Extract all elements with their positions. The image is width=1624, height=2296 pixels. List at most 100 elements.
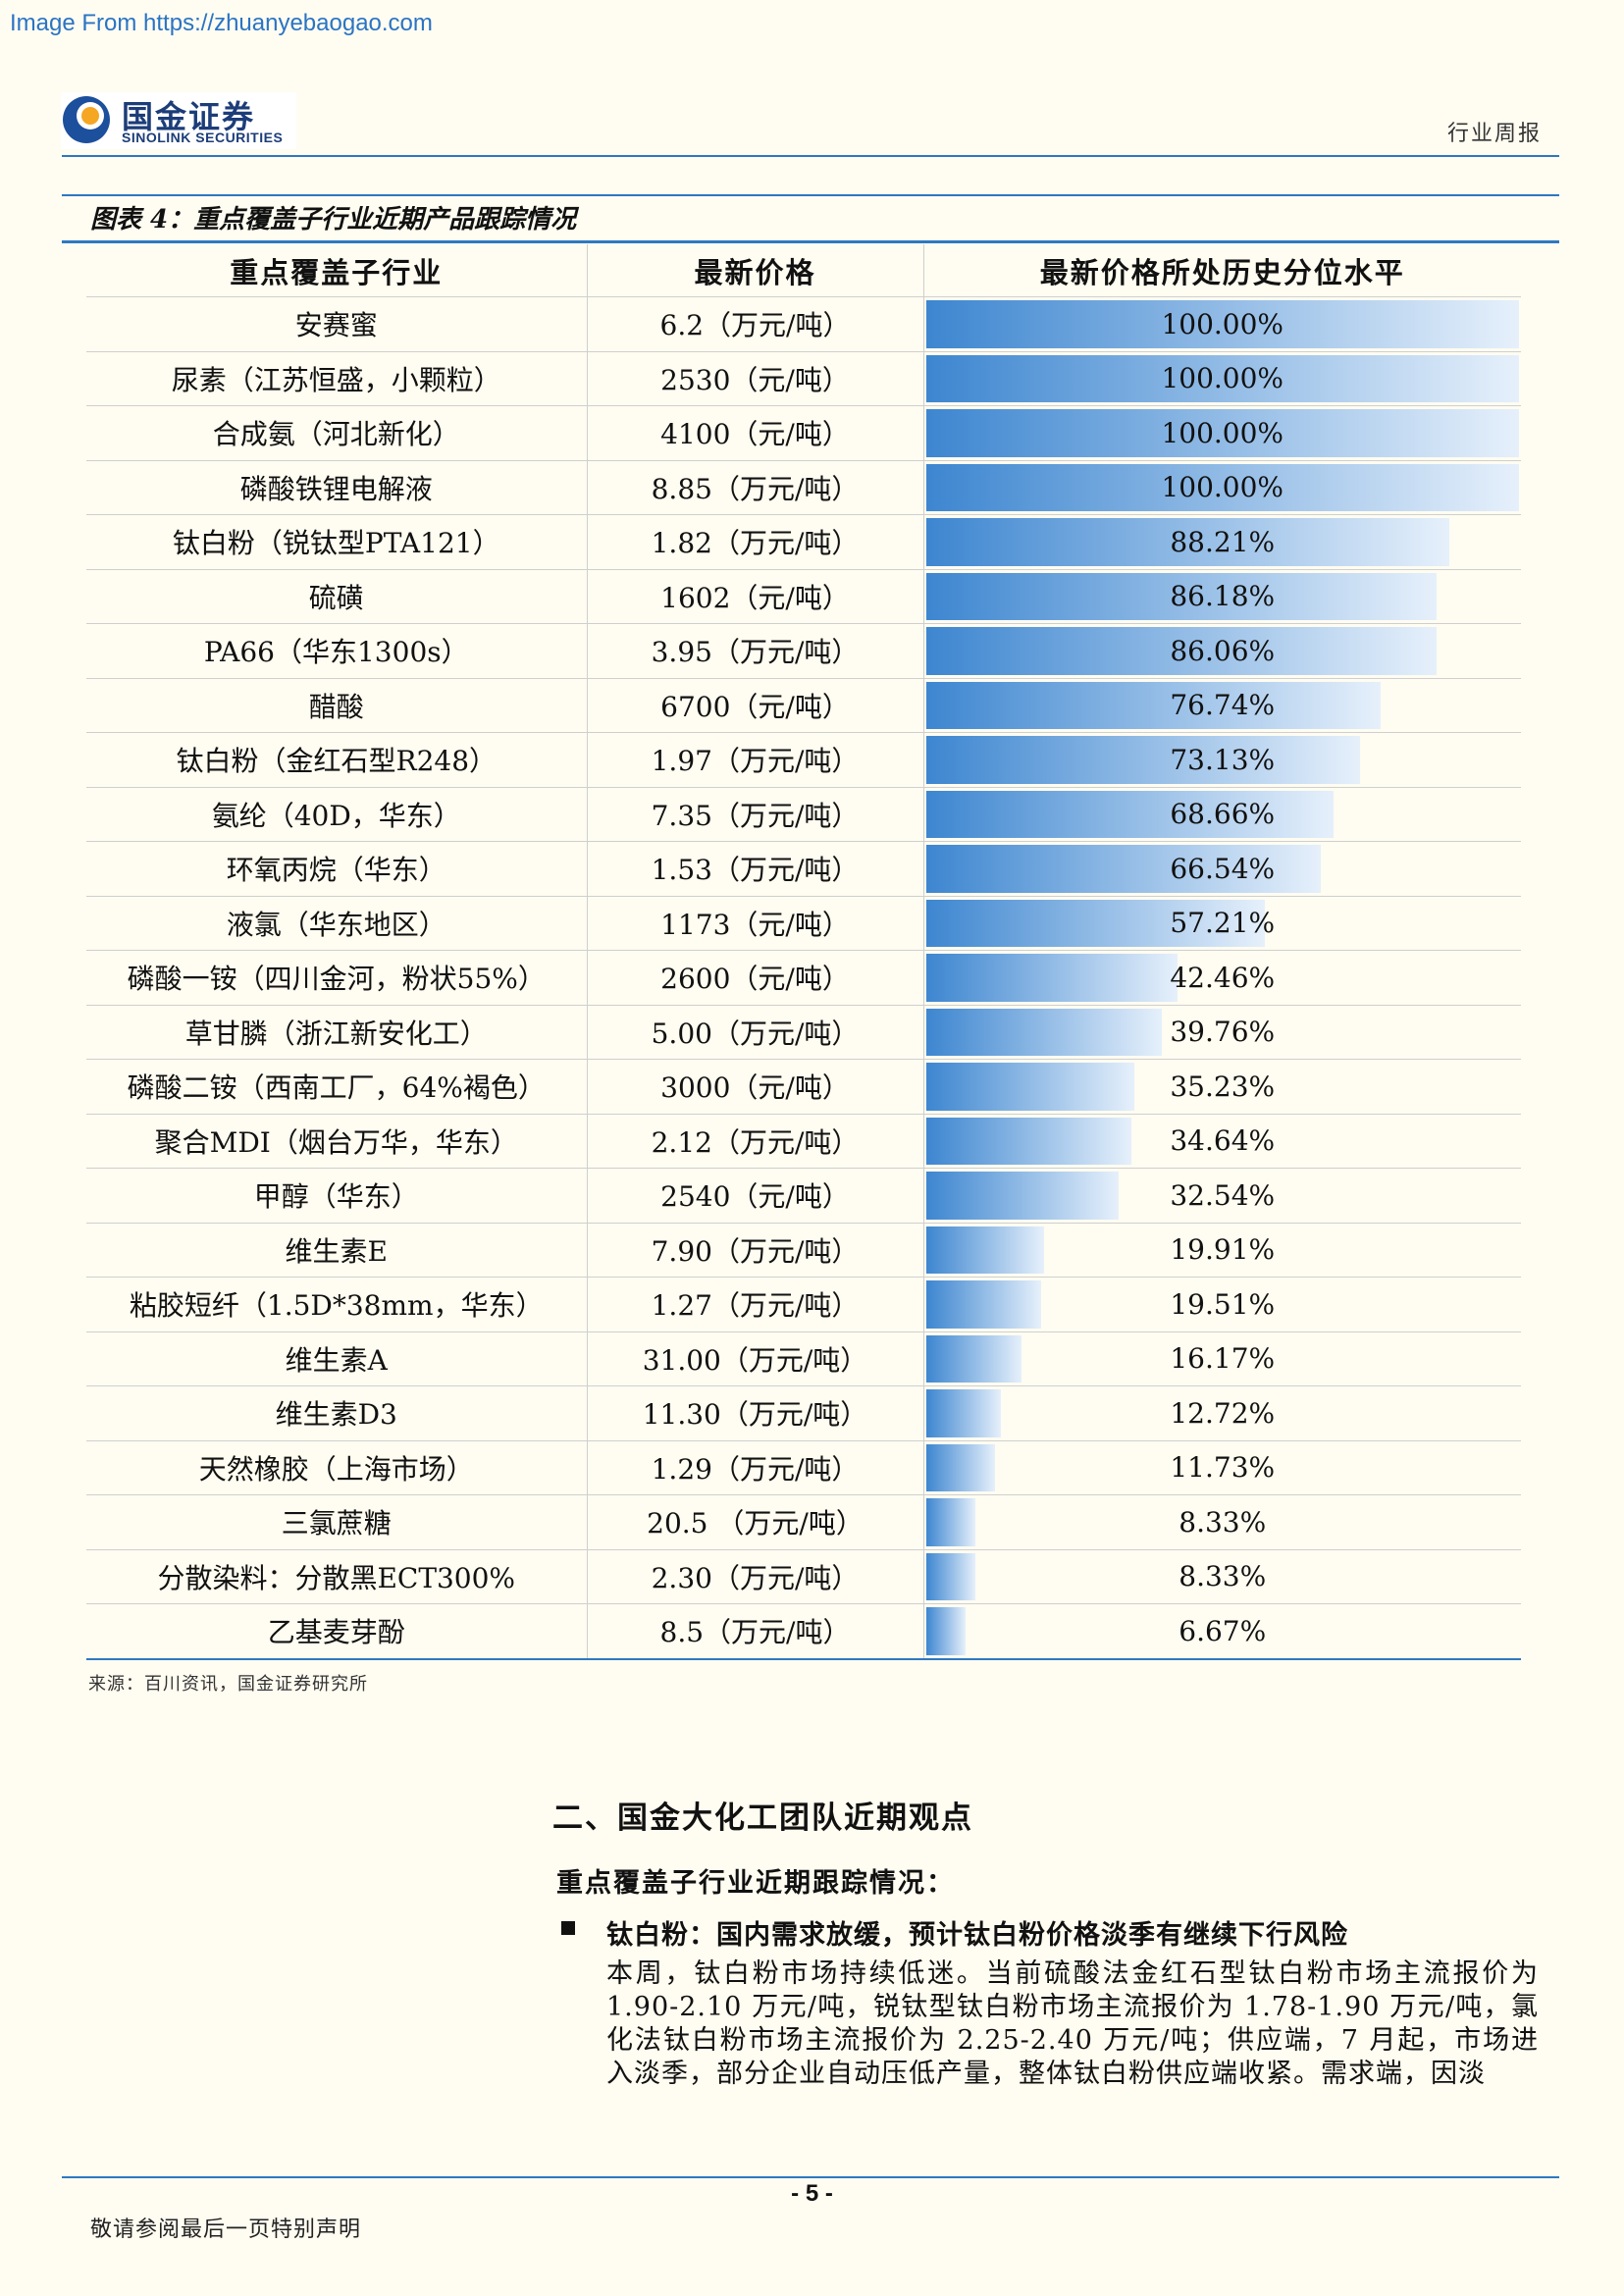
document-type: 行业周报	[1446, 122, 1542, 146]
percentile-label: 34.64%	[1170, 1124, 1276, 1158]
table-row: 磷酸一铵（四川金河，粉状55%） 2600（元/吨） 42.46%	[86, 950, 1521, 1005]
table-row: 钛白粉（锐钛型PTA121） 1.82（万元/吨） 88.21%	[86, 514, 1521, 569]
table-row: 维生素D3 11.30（万元/吨） 12.72%	[86, 1385, 1521, 1440]
percentile-label: 8.33%	[1179, 1560, 1267, 1593]
percentile-cell: 34.64%	[923, 1113, 1521, 1169]
square-bullet-icon	[561, 1921, 575, 1935]
percentile-label: 42.46%	[1170, 961, 1276, 994]
table-top-rule	[62, 240, 1559, 243]
company-logo: 国金证券 SINOLINK SECURITIES	[61, 92, 296, 149]
price-cell: 11.30（万元/吨）	[587, 1385, 924, 1440]
logo-mark-icon	[63, 96, 110, 143]
price-cell: 2.12（万元/吨）	[587, 1113, 924, 1169]
percentile-cell: 42.46%	[923, 950, 1521, 1005]
percentile-label: 11.73%	[1170, 1451, 1276, 1485]
percentile-bar	[925, 300, 1519, 348]
percentile-label: 16.17%	[1170, 1342, 1276, 1376]
industry-cell: 环氧丙烷（华东）	[86, 841, 588, 896]
percentile-bar	[925, 681, 1382, 729]
percentile-label: 19.51%	[1170, 1287, 1276, 1321]
price-cell: 7.35（万元/吨）	[587, 786, 924, 842]
table-row: 醋酸 6700（元/吨） 76.74%	[86, 677, 1521, 733]
percentile-label: 35.23%	[1170, 1070, 1276, 1103]
percentile-bar	[925, 790, 1334, 838]
table-row: PA66（华东1300s） 3.95（万元/吨） 86.06%	[86, 623, 1521, 678]
industry-cell: 磷酸二铵（西南工厂，64%褐色）	[86, 1059, 588, 1114]
table-header-row: 重点覆盖子行业 最新价格 最新价格所处历史分位水平	[86, 244, 1521, 297]
percentile-label: 100.00%	[1161, 416, 1284, 449]
percentile-label: 32.54%	[1170, 1178, 1276, 1212]
table-row: 乙基麦芽酚 8.5（万元/吨） 6.67%	[86, 1603, 1521, 1660]
percentile-bar	[925, 463, 1519, 511]
percentile-cell: 19.51%	[923, 1277, 1521, 1331]
percentile-cell: 39.76%	[923, 1004, 1521, 1060]
price-cell: 8.85（万元/吨）	[587, 459, 924, 515]
percentile-cell: 8.33%	[923, 1494, 1521, 1549]
percentile-cell: 100.00%	[923, 459, 1521, 515]
percentile-bar	[925, 627, 1437, 675]
table-row: 聚合MDI（烟台万华，华东） 2.12（万元/吨） 34.64%	[86, 1113, 1521, 1169]
percentile-bar	[925, 1008, 1162, 1056]
table-row: 尿素（江苏恒盛，小颗粒） 2530（元/吨） 100.00%	[86, 350, 1521, 406]
percentile-label: 66.54%	[1170, 852, 1276, 885]
percentile-cell: 8.33%	[923, 1548, 1521, 1604]
percentile-label: 68.66%	[1170, 798, 1276, 831]
industry-cell: 甲醇（华东）	[86, 1168, 588, 1223]
figure-top-rule	[62, 194, 1559, 196]
percentile-cell: 88.21%	[923, 514, 1521, 569]
product-tracking-table: 重点覆盖子行业 最新价格 最新价格所处历史分位水平 安赛蜜 6.2（万元/吨） 10…	[86, 244, 1521, 1660]
price-cell: 2530（元/吨）	[587, 350, 924, 406]
table-row: 三氯蔗糖 20.5 （万元/吨） 8.33%	[86, 1494, 1521, 1549]
percentile-cell: 66.54%	[923, 841, 1521, 896]
price-cell: 6700（元/吨）	[587, 677, 924, 733]
percentile-bar	[925, 1334, 1022, 1383]
percentile-cell: 12.72%	[923, 1385, 1521, 1440]
percentile-bar	[925, 1552, 975, 1600]
industry-cell: 分散染料：分散黑ECT300%	[86, 1548, 588, 1604]
page-number: - 5 -	[791, 2180, 833, 2207]
table-row: 合成氨（河北新化） 4100（元/吨） 100.00%	[86, 405, 1521, 460]
figure-title: 图表 4：重点覆盖子行业近期产品跟踪情况	[90, 205, 577, 235]
price-cell: 1.97（万元/吨）	[587, 732, 924, 787]
percentile-label: 86.06%	[1170, 634, 1276, 667]
industry-cell: 粘胶短纤（1.5D*38mm，华东）	[86, 1277, 588, 1331]
body-paragraph: 本周，钛白粉市场持续低迷。当前硫酸法金红石型钛白粉市场主流报价为1.90-2.1…	[606, 1958, 1539, 2089]
percentile-bar	[925, 1389, 1002, 1437]
price-cell: 1.29（万元/吨）	[587, 1439, 924, 1495]
table-row: 分散染料：分散黑ECT300% 2.30（万元/吨） 8.33%	[86, 1548, 1521, 1604]
percentile-bar	[925, 572, 1438, 620]
price-cell: 1.53（万元/吨）	[587, 841, 924, 896]
logo-chinese-name: 国金证券	[122, 98, 256, 135]
industry-cell: 钛白粉（金红石型R248）	[86, 732, 588, 787]
industry-cell: 安赛蜜	[86, 296, 588, 351]
table-row: 安赛蜜 6.2（万元/吨） 100.00%	[86, 296, 1521, 351]
percentile-bar	[925, 518, 1449, 566]
industry-cell: 合成氨（河北新化）	[86, 405, 588, 460]
price-cell: 20.5 （万元/吨）	[587, 1494, 924, 1549]
percentile-cell: 73.13%	[923, 732, 1521, 787]
industry-cell: 液氯（华东地区）	[86, 895, 588, 951]
column-header-industry: 重点覆盖子行业	[86, 244, 588, 297]
percentile-bar	[925, 1226, 1044, 1274]
percentile-cell: 57.21%	[923, 895, 1521, 951]
percentile-bar	[925, 1172, 1120, 1220]
percentile-label: 57.21%	[1170, 907, 1276, 940]
percentile-label: 73.13%	[1170, 743, 1276, 776]
percentile-cell: 76.74%	[923, 677, 1521, 733]
footer-disclaimer: 敬请参阅最后一页特别声明	[90, 2218, 362, 2242]
percentile-cell: 86.18%	[923, 568, 1521, 624]
percentile-cell: 19.91%	[923, 1222, 1521, 1278]
industry-cell: 尿素（江苏恒盛，小颗粒）	[86, 350, 588, 406]
table-row: 甲醇（华东） 2540（元/吨） 32.54%	[86, 1168, 1521, 1223]
percentile-label: 100.00%	[1161, 362, 1284, 395]
table-body: 安赛蜜 6.2（万元/吨） 100.00% 尿素（江苏恒盛，小颗粒） 2530（元/吨）…	[86, 296, 1521, 1660]
percentile-bar	[925, 1063, 1135, 1111]
industry-cell: 硫磺	[86, 568, 588, 624]
percentile-cell: 100.00%	[923, 350, 1521, 406]
percentile-label: 19.91%	[1170, 1233, 1276, 1267]
table-row: 维生素E 7.90（万元/吨） 19.91%	[86, 1222, 1521, 1278]
industry-cell: 醋酸	[86, 677, 588, 733]
price-cell: 1173（元/吨）	[587, 895, 924, 951]
price-cell: 3000（元/吨）	[587, 1059, 924, 1114]
percentile-cell: 16.17%	[923, 1331, 1521, 1386]
